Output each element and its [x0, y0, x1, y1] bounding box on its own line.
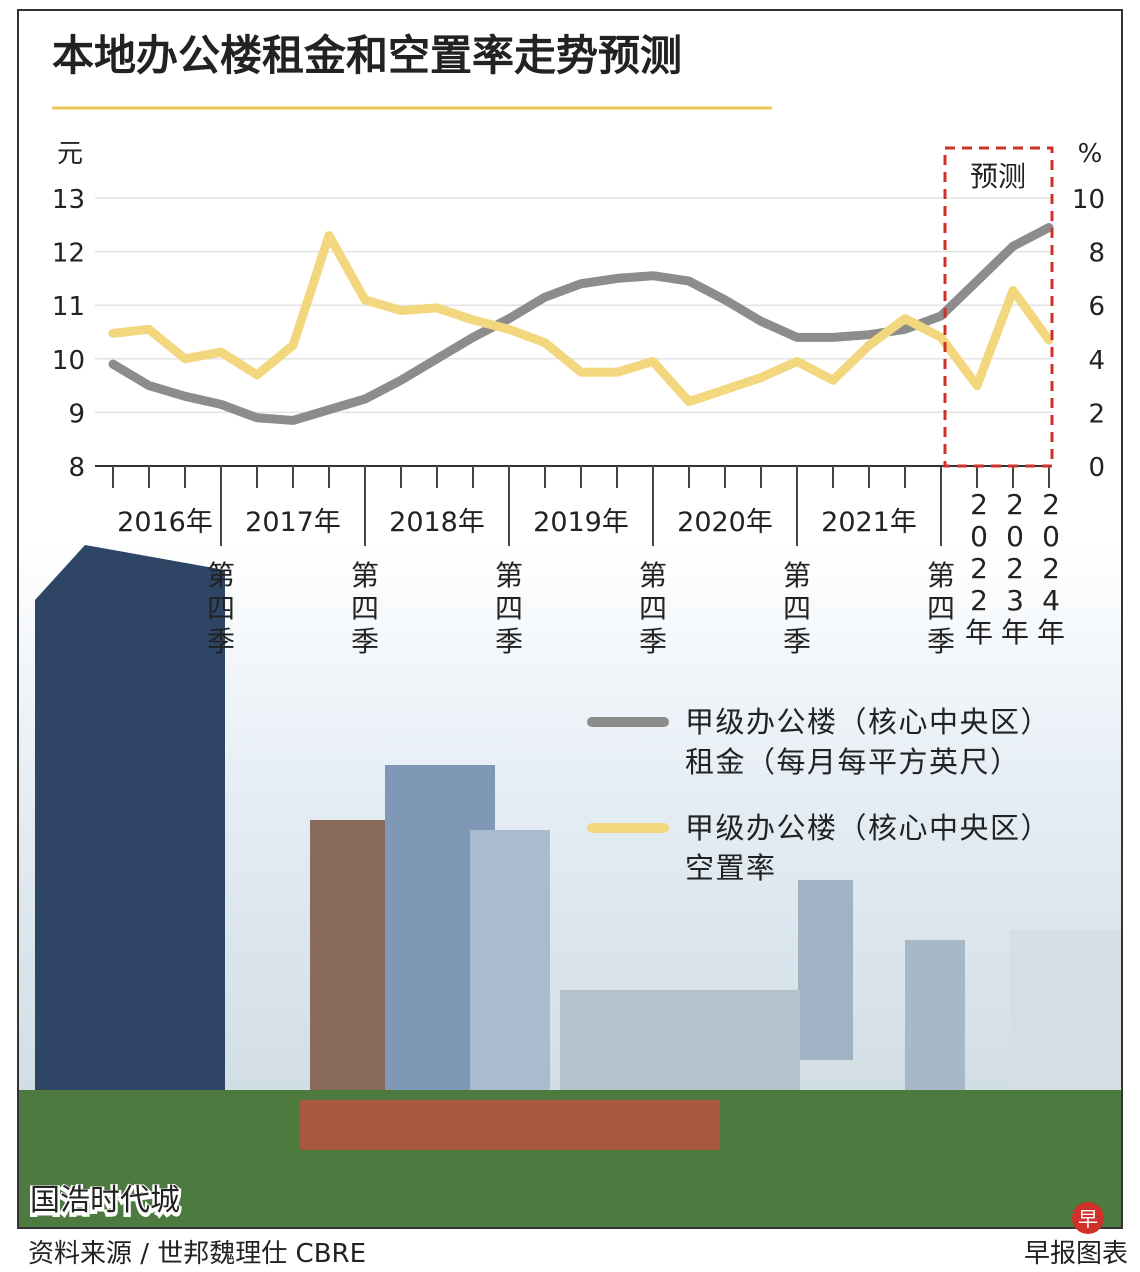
y2-tick-label: 6 [1088, 292, 1105, 322]
x-tick-label: 第四季 [207, 559, 235, 658]
y2-tick-label: 2 [1088, 399, 1105, 429]
photo-caption: 国浩时代城 [30, 1183, 180, 1218]
chart-title: 本地办公楼租金和空置率走势预测 [52, 31, 682, 80]
y2-tick-label: 0 [1088, 453, 1105, 483]
x-tick-label: 第四季 [783, 559, 811, 658]
y-tick-label: 13 [52, 185, 85, 215]
x-tick-label: 第四季 [495, 559, 523, 658]
legend-label: 甲级办公楼（核心中央区）空置率 [685, 811, 1052, 885]
y2-axis-label: % [1078, 139, 1103, 169]
y-tick-label: 11 [52, 292, 85, 322]
caption-halo: 国浩时代城 [30, 1185, 180, 1220]
y2-tick-label: 8 [1088, 239, 1105, 269]
logo: 早 [1078, 1207, 1098, 1231]
x-tick-label: 第四季 [927, 559, 955, 658]
x-group-label: 2019年 [533, 507, 629, 538]
x-tick-label: 第四季 [351, 559, 379, 658]
x-group-label: 2021年 [821, 507, 917, 538]
buildings [19, 545, 1121, 1227]
x-group-label: 2016年 [117, 507, 213, 538]
y-tick-label: 12 [52, 239, 85, 269]
y-tick-label: 10 [52, 346, 85, 376]
logo-badge [1072, 1202, 1104, 1234]
forecast-box [943, 146, 1054, 468]
y-tick-label: 8 [68, 453, 85, 483]
x-tick-label: 第四季 [639, 559, 667, 658]
credit: 早报图表 [1024, 1239, 1128, 1269]
y-axis-label: 元 [57, 139, 83, 169]
y2-tick-label: 10 [1072, 185, 1105, 215]
legend-label: 甲级办公楼（核心中央区）租金（每月每平方英尺） [685, 705, 1052, 779]
series-line [108, 231, 1054, 407]
x-group-label: 2020年 [677, 507, 773, 538]
y-tick-label: 9 [68, 399, 85, 429]
x-group-label: 2017年 [245, 507, 341, 538]
source: 资料来源 / 世邦魏理仕 CBRE [28, 1239, 366, 1269]
x-group-label: 2018年 [389, 507, 485, 538]
forecast-label: 预测 [970, 160, 1026, 193]
y2-tick-label: 4 [1088, 346, 1105, 376]
